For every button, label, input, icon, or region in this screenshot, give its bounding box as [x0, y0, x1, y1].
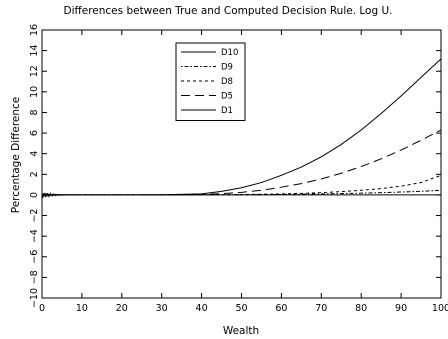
series-line-d5	[42, 129, 442, 196]
y-tick-label: 16	[29, 24, 40, 36]
y-tick-label: −8	[29, 270, 40, 284]
low-wealth-noise	[41, 191, 71, 199]
legend-box	[175, 42, 246, 121]
y-tick-label: 14	[29, 45, 40, 57]
legend-label: D1	[221, 106, 233, 116]
series-lines	[41, 58, 442, 199]
x-tick-label: 100	[432, 303, 448, 314]
x-tick-label: 60	[275, 303, 287, 314]
y-tick-label: −4	[29, 229, 40, 243]
x-tick-label: 90	[395, 303, 407, 314]
legend-label: D5	[221, 92, 233, 102]
y-tick-label: 12	[29, 65, 40, 77]
x-tick-label: 40	[196, 303, 208, 314]
y-tick-label: 8	[29, 109, 40, 115]
y-tick-label: 4	[29, 151, 40, 157]
x-tick-label: 10	[76, 303, 88, 314]
y-tick-label: 10	[29, 86, 40, 98]
chart-title: Differences between True and Computed De…	[64, 5, 393, 17]
y-tick-label: 6	[29, 130, 40, 136]
y-tick-label: 0	[29, 192, 40, 198]
x-tick-label: 20	[116, 303, 128, 314]
x-tick-label: 50	[235, 303, 247, 314]
legend-label: D9	[221, 63, 233, 73]
y-tick-label: −10	[29, 288, 40, 308]
x-tick-label: 70	[315, 303, 327, 314]
x-axis-label: Wealth	[223, 325, 259, 337]
x-tick-label: 30	[156, 303, 168, 314]
x-tick-label: 0	[39, 303, 45, 314]
y-tick-label: 2	[29, 171, 40, 177]
y-tick-label: −6	[29, 250, 40, 264]
legend-label: D10	[221, 48, 238, 58]
legend-label: D8	[221, 77, 233, 87]
y-tick-label: −2	[29, 209, 40, 223]
x-tick-label: 80	[355, 303, 367, 314]
legend: D10 D9 D8 D5 D1	[175, 42, 246, 121]
y-axis-label: Percentage Difference	[10, 97, 22, 214]
axis-ticks: 0 10 20 30 40 50 60 70 80 90 100 −10 −8 −6 −4 −2 0 2 4 6 8 10…	[29, 24, 448, 314]
